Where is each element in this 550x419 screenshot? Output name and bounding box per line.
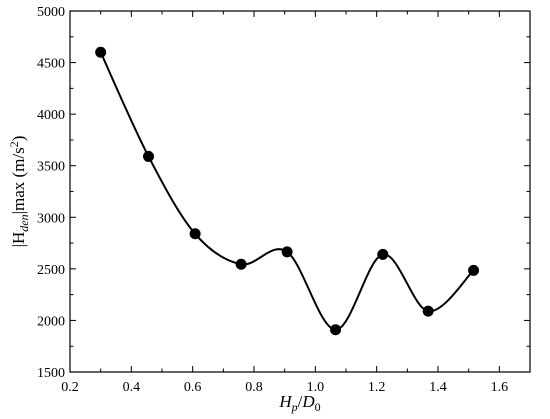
x-tick-label: 0.6 (184, 380, 202, 395)
y-tick-label: 2000 (37, 314, 65, 329)
data-point (422, 305, 434, 317)
y-label-sup: 2 (7, 141, 21, 147)
x-label-base2: D (301, 392, 315, 411)
y-tick-label: 1500 (37, 366, 65, 381)
y-tick-label: 4000 (37, 108, 65, 123)
y-tick-label: 3500 (37, 160, 65, 175)
data-point (189, 228, 201, 240)
y-tick-label: 5000 (37, 5, 65, 20)
x-tick-label: 0.4 (123, 380, 141, 395)
x-tick-label: 1.6 (491, 380, 509, 395)
x-tick-label: 1.0 (307, 380, 325, 395)
data-point (281, 246, 293, 258)
x-tick-label: 0.8 (245, 380, 263, 395)
points-layer (95, 46, 480, 336)
tick-labels: 0.2 0.4 0.6 0.8 1.0 1.2 1.4 1.6 1500 2000 2500 3000… (37, 5, 508, 395)
curve-layer (99, 51, 475, 331)
x-tick-label: 0.2 (61, 380, 79, 395)
data-point (468, 264, 480, 276)
y-label-sub: den (17, 214, 31, 231)
y-label-end: ) (9, 136, 28, 142)
data-point (377, 248, 389, 260)
y-label-post: |max (m/s (9, 147, 28, 214)
x-label-sub: p (291, 400, 298, 414)
plot-frame (69, 10, 531, 373)
x-label-sep: / (298, 392, 303, 411)
data-point (143, 150, 155, 162)
data-point (235, 258, 247, 270)
x-label-base: H (278, 392, 293, 411)
y-tick-label: 3000 (37, 211, 65, 226)
y-axis-label: |Hden|max (m/s2) (7, 136, 31, 248)
series-line (99, 51, 475, 331)
y-label-pre: |H (9, 232, 28, 248)
y-tick-label: 2500 (37, 263, 65, 278)
y-tick-label: 4500 (37, 57, 65, 72)
data-point (330, 324, 342, 336)
x-label-sub2: 0 (315, 400, 321, 414)
x-axis-label: Hp/D0 (278, 392, 320, 414)
data-point (95, 46, 107, 58)
x-tick-label: 1.4 (429, 380, 447, 395)
ticks (69, 10, 531, 373)
x-tick-label: 1.2 (368, 380, 386, 395)
